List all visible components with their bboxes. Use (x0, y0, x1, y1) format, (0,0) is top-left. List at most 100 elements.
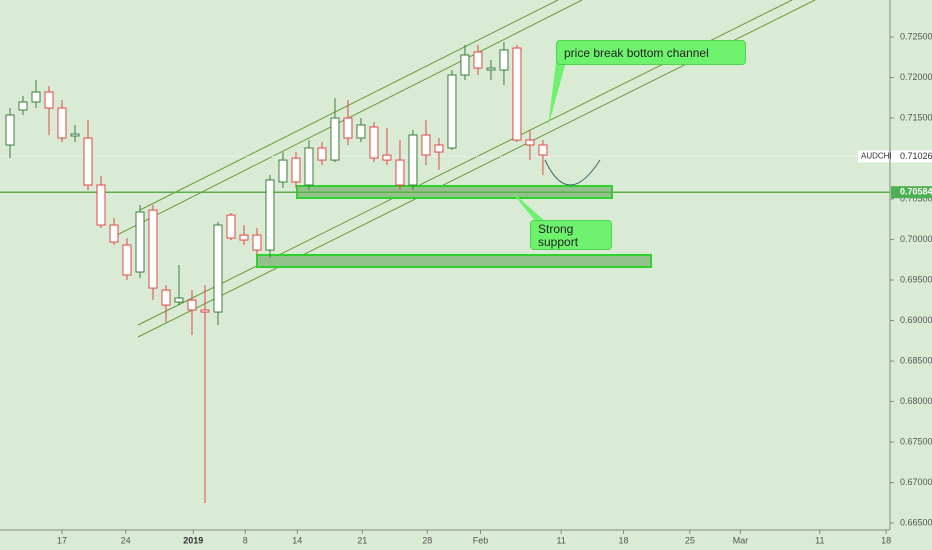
x-tick-label: Mar (733, 535, 749, 545)
candle-body (265, 179, 275, 251)
y-tick-label: 0.67500 (900, 436, 932, 446)
candle-body (317, 147, 327, 161)
symbol-label-box (858, 150, 889, 163)
candle-body (135, 211, 145, 273)
candle (395, 140, 405, 191)
candle-body (525, 139, 535, 146)
candle (96, 176, 106, 229)
candle (538, 140, 548, 176)
candle (135, 205, 145, 279)
candle-body (369, 126, 379, 159)
x-tick-label: 25 (685, 535, 695, 545)
candle-body (148, 209, 158, 289)
candle-body (161, 289, 171, 306)
x-tick-label: 28 (422, 535, 432, 545)
candle (83, 120, 93, 191)
y-tick-label: 0.68000 (900, 396, 932, 406)
candle (57, 100, 67, 142)
candle (239, 225, 249, 246)
candle (213, 222, 223, 326)
candle (512, 45, 522, 142)
candle (5, 108, 15, 159)
y-tick-label: 0.70500 (900, 193, 932, 203)
candle-body (421, 134, 431, 156)
candle-body (291, 157, 301, 183)
candle (278, 152, 288, 189)
candle-body (434, 144, 444, 153)
annotation: price break bottom channel (556, 40, 746, 65)
candle-body (447, 74, 457, 149)
candle (265, 175, 275, 258)
candle (109, 218, 119, 246)
candle-body (356, 124, 366, 139)
candle (330, 98, 340, 163)
candle (187, 290, 197, 336)
candle (447, 69, 457, 151)
candle-body (330, 117, 340, 161)
candle-body (31, 91, 41, 103)
level-box (891, 186, 932, 199)
candle-body (460, 54, 470, 76)
x-tick-label: 14 (292, 535, 302, 545)
last-price-box (891, 150, 932, 163)
x-tick-label: 17 (57, 535, 67, 545)
candle (473, 45, 483, 76)
candle-body (226, 214, 236, 239)
x-tick-label: Feb (473, 535, 489, 545)
candle (174, 265, 184, 306)
x-tick-label: 11 (815, 535, 824, 545)
callout-pointer (548, 62, 566, 127)
candle (408, 130, 418, 191)
candle-body (382, 154, 392, 161)
candle (70, 124, 80, 142)
candle-body (408, 134, 418, 186)
y-tick-label: 0.69000 (900, 315, 932, 325)
level-label: 0.70584 (900, 187, 932, 197)
candle (369, 121, 379, 163)
candle-body (512, 47, 522, 141)
candle (44, 86, 54, 136)
channel-line (139, 0, 559, 211)
candle-body (200, 309, 210, 313)
candle (148, 205, 158, 301)
annotation: Strong support (530, 220, 612, 250)
candle (31, 80, 41, 109)
candle (382, 127, 392, 166)
x-tick-label: 8 (243, 535, 248, 545)
candle (525, 130, 535, 161)
y-tick-label: 0.68500 (900, 355, 932, 365)
candle (291, 152, 301, 189)
candle-body (70, 133, 80, 137)
candle (356, 118, 366, 142)
candle (200, 285, 210, 504)
candle (317, 141, 327, 166)
candle-body (174, 297, 184, 303)
candle-body (122, 244, 132, 276)
y-tick-label: 0.71500 (900, 112, 932, 122)
candle (460, 45, 470, 81)
y-tick-label: 0.72000 (900, 72, 932, 82)
candle-body (304, 147, 314, 186)
candle (122, 238, 132, 281)
last-price-label: 0.71026 (900, 151, 932, 161)
x-tick-label: 2019 (183, 535, 203, 545)
projection-curve (544, 159, 601, 186)
candle (486, 60, 496, 81)
candle (434, 138, 444, 171)
candle-body (538, 144, 548, 156)
candle (18, 95, 28, 116)
candle-body (213, 224, 223, 313)
y-tick-label: 0.67000 (900, 477, 932, 487)
support-zone (256, 254, 652, 268)
candle (343, 100, 353, 145)
y-tick-label: 0.70000 (900, 234, 932, 244)
symbol-label: AUDCHF (861, 152, 894, 161)
y-tick-label: 0.72500 (900, 31, 932, 41)
y-tick-label: 0.66500 (900, 517, 932, 527)
candle-body (44, 91, 54, 109)
candle-body (486, 67, 496, 71)
candle (421, 120, 431, 166)
x-tick-label: 21 (357, 535, 367, 545)
y-tick-label: 0.69500 (900, 274, 932, 284)
candle-body (5, 114, 15, 146)
